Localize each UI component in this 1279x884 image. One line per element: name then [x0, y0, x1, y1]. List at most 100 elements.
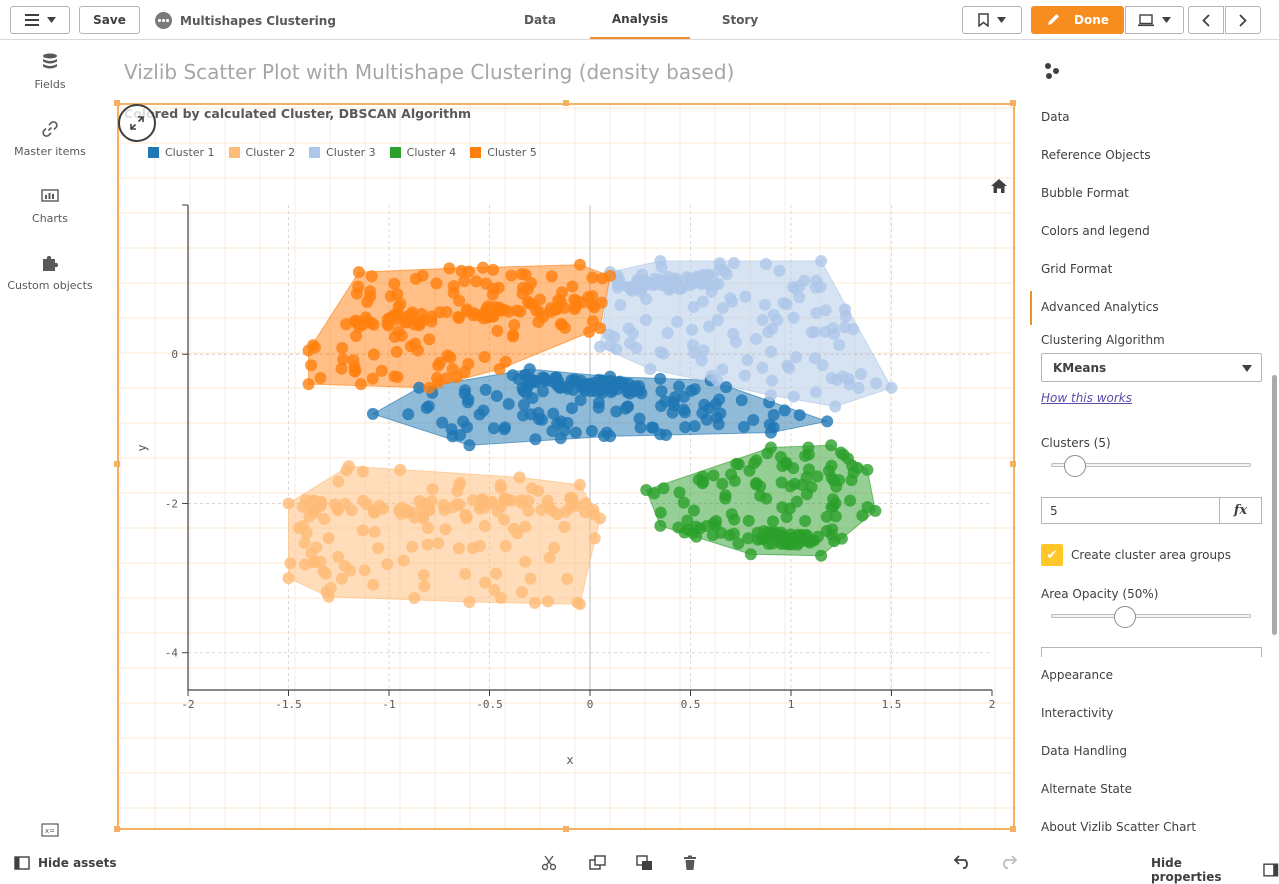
cluster-5-point[interactable]: [352, 280, 365, 293]
cluster-3-point[interactable]: [726, 295, 739, 308]
cluster-2-point[interactable]: [479, 576, 492, 589]
cluster-3-point[interactable]: [787, 311, 800, 324]
resize-handle[interactable]: [563, 826, 569, 832]
clusters-slider-thumb[interactable]: [1064, 455, 1086, 477]
cluster-3-point[interactable]: [758, 298, 771, 311]
cluster-2-point[interactable]: [519, 555, 532, 568]
cluster-1-point[interactable]: [737, 420, 750, 433]
cluster-1-point[interactable]: [696, 407, 709, 420]
cluster-1-point[interactable]: [678, 406, 691, 419]
cluster-5-point[interactable]: [583, 325, 596, 338]
expand-chart-button[interactable]: [118, 104, 156, 142]
cluster-5-point[interactable]: [507, 330, 520, 343]
cluster-5-point[interactable]: [586, 315, 599, 328]
cluster-2-point[interactable]: [459, 568, 472, 581]
cluster-4-point[interactable]: [802, 448, 815, 461]
cluster-1-point[interactable]: [487, 422, 500, 435]
cluster-4-point[interactable]: [861, 463, 874, 476]
cluster-4-point[interactable]: [732, 537, 745, 550]
cluster-1-point[interactable]: [585, 425, 598, 438]
resize-handle[interactable]: [1010, 826, 1016, 832]
cluster-3-point[interactable]: [829, 400, 842, 413]
cluster-4-point[interactable]: [785, 538, 798, 551]
cluster-1-point[interactable]: [688, 420, 701, 433]
cluster-4-point[interactable]: [672, 521, 685, 534]
cluster-2-point[interactable]: [564, 501, 577, 514]
cluster-1-point[interactable]: [688, 383, 701, 396]
save-button[interactable]: Save: [79, 6, 140, 34]
cluster-1-point[interactable]: [420, 402, 433, 415]
cluster-1-point[interactable]: [565, 402, 578, 415]
legend-item-cluster-4[interactable]: Cluster 4: [389, 146, 456, 159]
cluster-3-point[interactable]: [703, 320, 716, 333]
cluster-5-point[interactable]: [440, 372, 453, 385]
cluster-1-point[interactable]: [546, 424, 559, 437]
cluster-5-point[interactable]: [430, 277, 443, 290]
cluster-4-point[interactable]: [856, 509, 869, 522]
cluster-2-point[interactable]: [490, 567, 503, 580]
cluster-3-point[interactable]: [711, 313, 724, 326]
cluster-area-checkbox[interactable]: ✔: [1041, 544, 1063, 566]
cluster-1-point[interactable]: [554, 432, 567, 445]
cluster-5-point[interactable]: [462, 265, 475, 278]
cluster-2-point[interactable]: [573, 478, 586, 491]
cluster-3-point[interactable]: [870, 377, 883, 390]
bookmark-button[interactable]: [962, 6, 1022, 34]
cluster-2-point[interactable]: [528, 596, 541, 609]
cluster-3-point[interactable]: [833, 339, 846, 352]
app-more-icon[interactable]: [155, 12, 172, 29]
cluster-2-point[interactable]: [519, 520, 532, 533]
cluster-4-point[interactable]: [827, 474, 840, 487]
cluster-4-point[interactable]: [845, 474, 858, 487]
cluster-1-point[interactable]: [713, 393, 726, 406]
cluster-1-point[interactable]: [634, 421, 647, 434]
cluster-5-point[interactable]: [452, 310, 465, 323]
cluster-3-point[interactable]: [639, 313, 652, 326]
cluster-4-point[interactable]: [716, 477, 729, 490]
cluster-5-point[interactable]: [431, 371, 444, 384]
hide-properties-button[interactable]: Hide properties: [1151, 856, 1279, 884]
cluster-2-point[interactable]: [340, 464, 353, 477]
cluster-4-point[interactable]: [743, 464, 756, 477]
cluster-5-point[interactable]: [434, 356, 447, 369]
cluster-2-point[interactable]: [522, 504, 535, 517]
next-sheet-button[interactable]: [1225, 6, 1261, 34]
cluster-4-point[interactable]: [827, 493, 840, 506]
cluster-3-point[interactable]: [809, 386, 822, 399]
cluster-2-point[interactable]: [318, 513, 331, 526]
cluster-5-point[interactable]: [586, 271, 599, 284]
cluster-3-point[interactable]: [810, 306, 823, 319]
cluster-3-point[interactable]: [686, 323, 699, 336]
cluster-5-point[interactable]: [498, 303, 511, 316]
cluster-2-point[interactable]: [439, 523, 452, 536]
cluster-1-point[interactable]: [720, 381, 733, 394]
section-colors-legend[interactable]: Colors and legend: [1041, 224, 1150, 238]
cluster-4-point[interactable]: [654, 519, 667, 532]
cluster-2-point[interactable]: [478, 519, 491, 532]
cluster-2-point[interactable]: [368, 525, 381, 538]
cluster-1-point[interactable]: [592, 401, 605, 414]
cluster-5-point[interactable]: [390, 345, 403, 358]
cluster-5-point[interactable]: [305, 359, 318, 372]
resize-handle[interactable]: [1010, 461, 1016, 467]
cluster-1-point[interactable]: [536, 385, 549, 398]
cluster-5-point[interactable]: [391, 371, 404, 384]
cluster-5-point[interactable]: [423, 333, 436, 346]
delete-icon[interactable]: [683, 855, 697, 871]
cluster-4-point[interactable]: [790, 495, 803, 508]
cluster-5-point[interactable]: [425, 315, 438, 328]
cluster-3-point[interactable]: [705, 369, 718, 382]
cluster-4-point[interactable]: [725, 468, 738, 481]
cluster-1-point[interactable]: [502, 398, 515, 411]
cluster-3-point[interactable]: [716, 301, 729, 314]
legend-item-cluster-1[interactable]: Cluster 1: [148, 146, 215, 159]
cluster-1-point[interactable]: [568, 373, 581, 386]
cluster-1-point[interactable]: [499, 421, 512, 434]
cluster-4-point[interactable]: [774, 451, 787, 464]
cluster-3-point[interactable]: [787, 390, 800, 403]
cluster-2-point[interactable]: [453, 479, 466, 492]
cluster-5-point[interactable]: [545, 270, 558, 283]
cluster-2-point[interactable]: [571, 596, 584, 609]
cluster-2-point[interactable]: [397, 554, 410, 567]
cluster-3-point[interactable]: [854, 368, 867, 381]
